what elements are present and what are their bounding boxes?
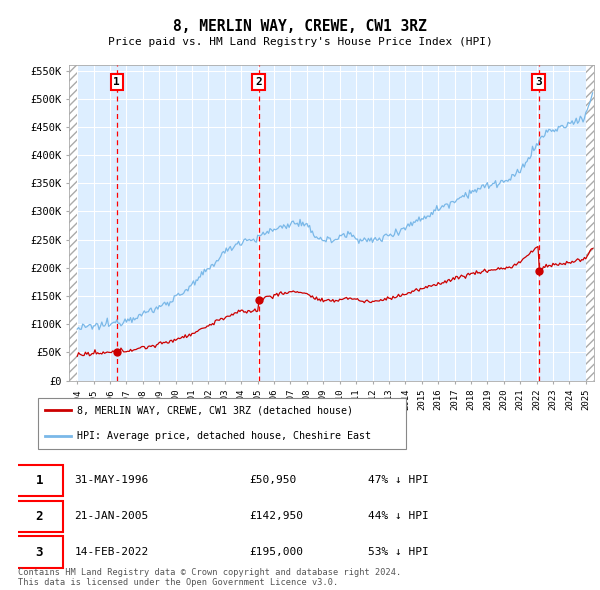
Text: 8, MERLIN WAY, CREWE, CW1 3RZ: 8, MERLIN WAY, CREWE, CW1 3RZ: [173, 19, 427, 34]
FancyBboxPatch shape: [15, 500, 63, 532]
Text: 8, MERLIN WAY, CREWE, CW1 3RZ (detached house): 8, MERLIN WAY, CREWE, CW1 3RZ (detached …: [77, 405, 353, 415]
Text: 3: 3: [535, 77, 542, 87]
Bar: [69, 65, 77, 381]
Text: HPI: Average price, detached house, Cheshire East: HPI: Average price, detached house, Ches…: [77, 431, 371, 441]
Text: 1: 1: [35, 474, 43, 487]
Text: 2: 2: [255, 77, 262, 87]
Text: £195,000: £195,000: [249, 547, 303, 557]
Text: £50,950: £50,950: [249, 476, 296, 486]
Text: 1: 1: [113, 77, 120, 87]
Text: 44% ↓ HPI: 44% ↓ HPI: [368, 512, 428, 521]
Text: 47% ↓ HPI: 47% ↓ HPI: [368, 476, 428, 486]
Text: 31-MAY-1996: 31-MAY-1996: [74, 476, 149, 486]
Text: 21-JAN-2005: 21-JAN-2005: [74, 512, 149, 521]
Text: 3: 3: [35, 546, 43, 559]
Bar: [586, 65, 594, 381]
FancyBboxPatch shape: [15, 465, 63, 496]
Text: 53% ↓ HPI: 53% ↓ HPI: [368, 547, 428, 557]
Text: Contains HM Land Registry data © Crown copyright and database right 2024.
This d: Contains HM Land Registry data © Crown c…: [18, 568, 401, 587]
Text: 14-FEB-2022: 14-FEB-2022: [74, 547, 149, 557]
FancyBboxPatch shape: [38, 398, 406, 448]
FancyBboxPatch shape: [15, 536, 63, 568]
Text: £142,950: £142,950: [249, 512, 303, 521]
Text: 2: 2: [35, 510, 43, 523]
Text: Price paid vs. HM Land Registry's House Price Index (HPI): Price paid vs. HM Land Registry's House …: [107, 38, 493, 47]
